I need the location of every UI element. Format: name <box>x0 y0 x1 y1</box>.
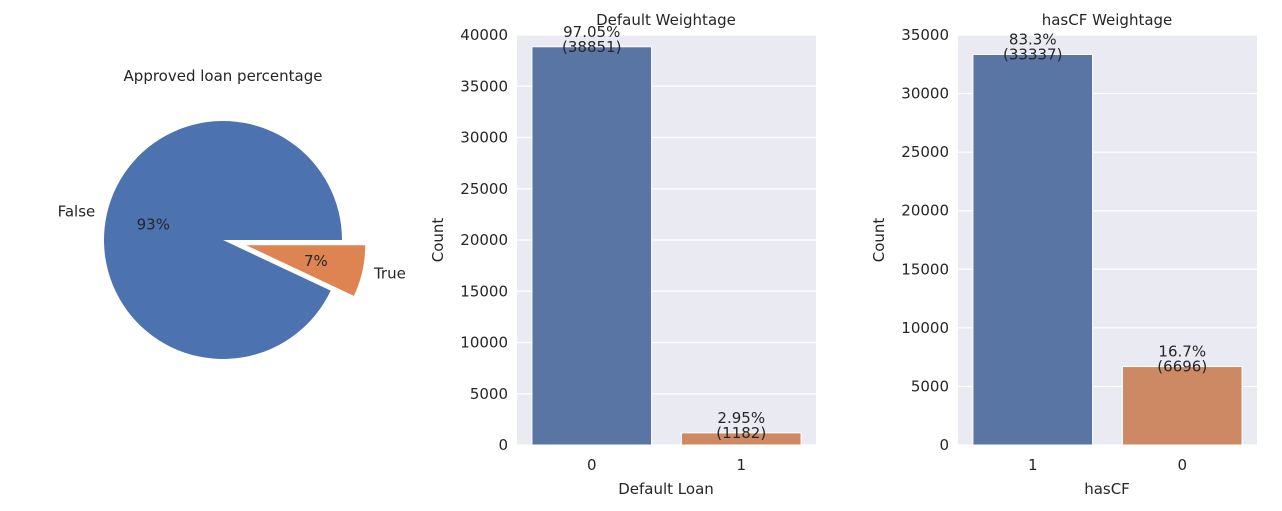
bar-count-label: (33337) <box>1003 45 1062 63</box>
y-tick-label: 20000 <box>901 202 949 220</box>
pie-slice-true <box>246 245 366 296</box>
hascf-title: hasCF Weightage <box>1042 11 1173 29</box>
pie-pct-true: 7% <box>304 252 328 270</box>
hascf-bars <box>972 53 1243 446</box>
y-tick-label: 5000 <box>911 377 949 395</box>
x-tick-label: 1 <box>736 456 746 474</box>
bar <box>972 53 1094 446</box>
default-y-ticks: 0 5000 10000 15000 20000 25000 30000 35000 40000 <box>460 26 508 454</box>
bar-count-label: (6696) <box>1157 358 1207 376</box>
bar-count-label: (38851) <box>562 38 621 56</box>
y-tick-label: 25000 <box>901 143 949 161</box>
pie-label-false: False <box>58 202 96 220</box>
x-tick-label: 0 <box>587 456 597 474</box>
bar <box>680 432 802 446</box>
default-annotations: 97.05%(38851) 2.95%(1182) <box>562 23 766 442</box>
x-tick-label: 0 <box>1177 456 1187 474</box>
y-tick-label: 5000 <box>470 385 508 403</box>
bar-pct-label: 97.05% <box>563 23 620 41</box>
pie-pct-false: 93% <box>137 215 170 233</box>
y-tick-label: 30000 <box>901 85 949 103</box>
default-title: Default Weightage <box>596 11 736 29</box>
pie-title: Approved loan percentage <box>124 67 323 85</box>
x-tick-label: 1 <box>1028 456 1038 474</box>
bar-pct-label: 2.95% <box>717 409 765 427</box>
bar <box>1121 366 1243 446</box>
pie-label-true: True <box>373 265 406 283</box>
y-tick-label: 35000 <box>901 26 949 44</box>
bar-count-label: (1182) <box>716 424 766 442</box>
y-tick-label: 10000 <box>901 319 949 337</box>
default-xlabel: Default Loan <box>618 480 714 498</box>
y-tick-label: 25000 <box>460 180 508 198</box>
y-tick-label: 0 <box>939 436 949 454</box>
bar-pct-label: 83.3% <box>1009 30 1057 48</box>
y-tick-label: 15000 <box>460 282 508 300</box>
pie-chart: Approved loan percentage False True 93% … <box>58 67 406 359</box>
hascf-y-ticks: 0 5000 10000 15000 20000 25000 30000 35000 <box>901 26 949 454</box>
bar <box>531 46 653 446</box>
default-bar-chart: 0 5000 10000 15000 20000 25000 30000 35000 40000… <box>429 11 816 498</box>
hascf-ylabel: Count <box>870 218 888 263</box>
y-tick-label: 10000 <box>460 334 508 352</box>
bar-pct-label: 16.7% <box>1158 343 1206 361</box>
pie-slice-false <box>103 120 343 359</box>
y-tick-label: 40000 <box>460 26 508 44</box>
default-bars <box>531 46 802 446</box>
y-tick-label: 15000 <box>901 260 949 278</box>
hascf-annotations: 83.3%(33337) 16.7%(6696) <box>1003 30 1207 375</box>
y-tick-label: 20000 <box>460 231 508 249</box>
y-tick-label: 30000 <box>460 129 508 147</box>
y-tick-label: 35000 <box>460 77 508 95</box>
hascf-xlabel: hasCF <box>1084 480 1130 498</box>
y-tick-label: 0 <box>498 436 508 454</box>
default-ylabel: Count <box>429 218 447 263</box>
